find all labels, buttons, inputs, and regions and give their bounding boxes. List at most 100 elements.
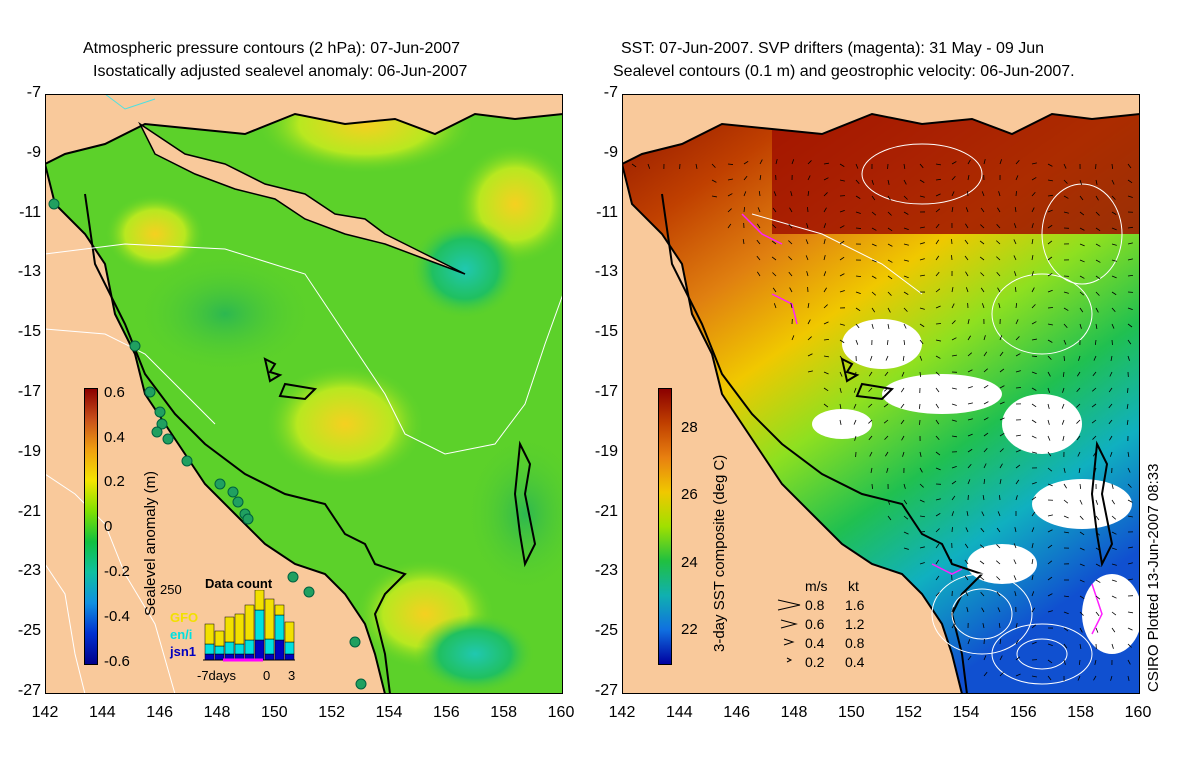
- velocity-arrow: [1015, 639, 1019, 645]
- lon-tick-label: 148: [203, 704, 231, 721]
- velocity-arrow: [900, 403, 905, 409]
- velocity-arrow: [1127, 467, 1131, 473]
- velocity-arrow: [951, 419, 957, 422]
- velocity-arrow: [979, 240, 985, 245]
- lon-tick-label: 160: [1124, 704, 1152, 721]
- velocity-arrow: [996, 576, 1001, 581]
- velocity-arrow: [1095, 579, 1101, 583]
- velocity-arrow: [1127, 339, 1132, 345]
- velocity-arrow: [1062, 435, 1065, 441]
- velocity-arrow: [823, 223, 827, 229]
- velocity-arrow: [903, 179, 907, 185]
- velocity-arrow: [900, 419, 905, 425]
- velocity-arrow: [1079, 291, 1085, 296]
- velocity-arrow: [903, 339, 906, 346]
- velocity-arrow: [903, 515, 909, 520]
- velocity-arrow: [771, 240, 777, 245]
- velocity-arrow: [1015, 673, 1021, 677]
- velocity-arrow: [935, 435, 940, 441]
- sst-map: [622, 94, 1140, 694]
- velocity-arrow: [1015, 336, 1020, 341]
- lon-tick-label: 156: [1009, 704, 1037, 721]
- velocity-legend-ms: 0.8: [805, 597, 825, 613]
- velocity-arrow: [1015, 302, 1018, 309]
- velocity-arrow: [839, 387, 842, 393]
- velocity-arrow: [1015, 623, 1018, 629]
- velocity-arrow: [887, 195, 891, 201]
- right-title-line2: Sealevel contours (0.1 m) and geostrophi…: [613, 63, 1075, 80]
- velocity-arrow: [997, 607, 1001, 613]
- velocity-arrow: [1014, 527, 1017, 533]
- data-count-bar: [214, 645, 225, 655]
- velocity-legend-arrows: [777, 599, 801, 663]
- velocity-arrow: [1127, 483, 1132, 488]
- geostrophic-velocity-arrows: [631, 159, 1134, 682]
- velocity-arrow: [1031, 575, 1034, 581]
- lat-tick-label: -21: [594, 502, 618, 520]
- velocity-arrow: [756, 271, 761, 277]
- velocity-arrow: [951, 207, 954, 213]
- velocity-arrow: [887, 227, 893, 232]
- lon-tick-label: 142: [608, 704, 636, 721]
- velocity-arrow: [839, 339, 845, 344]
- lat-tick-label: -15: [17, 323, 41, 341]
- velocity-arrow: [839, 273, 845, 277]
- velocity-arrow: [1031, 191, 1036, 197]
- velocity-arrow: [1094, 467, 1097, 473]
- velocity-legend-kt: 1.2: [845, 616, 865, 632]
- velocity-arrow: [1079, 643, 1082, 649]
- velocity-arrow: [1111, 547, 1117, 550]
- velocity-arrow: [887, 259, 893, 263]
- velocity-arrow: [1061, 403, 1065, 409]
- png-landmass: [622, 94, 1140, 166]
- velocity-arrow: [1013, 223, 1017, 229]
- velocity-arrow: [807, 353, 813, 357]
- lon-tick-label: 158: [1067, 704, 1094, 721]
- velocity-arrow: [1078, 659, 1081, 666]
- velocity-arrow: [871, 323, 874, 329]
- velocity-arrow: [967, 335, 971, 341]
- velocity-arrow: [1127, 195, 1133, 198]
- velocity-arrow: [1091, 403, 1097, 408]
- velocity-arrow: [1031, 451, 1037, 454]
- velocity-arrow: [1093, 355, 1097, 361]
- velocity-arrow: [935, 371, 940, 376]
- velocity-arrow: [1047, 483, 1053, 487]
- velocity-arrow: [789, 287, 793, 293]
- data-count-bar: [204, 643, 215, 655]
- velocity-arrow: [1015, 370, 1021, 373]
- velocity-arrow: [1047, 307, 1054, 309]
- velocity-arrow: [1047, 403, 1050, 409]
- velocity-arrow: [1127, 659, 1131, 665]
- velocity-arrow: [999, 463, 1003, 469]
- velocity-arrow: [758, 190, 761, 197]
- lon-tick-label: 160: [547, 704, 575, 721]
- velocity-arrow: [743, 191, 747, 197]
- velocity-arrow: [999, 655, 1003, 661]
- velocity-arrow: [1031, 511, 1036, 517]
- velocity-arrow: [1031, 321, 1037, 325]
- velocity-arrow: [965, 527, 969, 533]
- velocity-arrow: [756, 223, 761, 229]
- lat-tick-label: -23: [594, 562, 618, 580]
- velocity-arrow: [999, 335, 1003, 341]
- velocity-arrow: [1095, 211, 1100, 216]
- data-count-bar: [264, 638, 275, 655]
- lat-tick-label: -9: [603, 143, 618, 161]
- velocity-arrow: [1127, 355, 1130, 361]
- sealevel-cbar-tick: 0.2: [104, 473, 125, 490]
- velocity-arrow: [998, 303, 1001, 309]
- lat-tick-label: -7: [603, 84, 618, 101]
- velocity-arrow: [1013, 239, 1017, 245]
- velocity-arrow: [967, 386, 973, 389]
- velocity-arrow: [951, 320, 956, 325]
- velocity-legend-kt-header: kt: [848, 578, 859, 594]
- velocity-arrow: [1063, 595, 1070, 598]
- velocity-arrow: [901, 435, 905, 441]
- velocity-arrow: [1063, 323, 1068, 329]
- lon-tick-label: 154: [375, 704, 403, 721]
- velocity-arrow: [883, 419, 889, 424]
- velocity-arrow: [983, 463, 987, 469]
- velocity-arrow: [1095, 499, 1099, 505]
- velocity-arrow: [1031, 496, 1037, 501]
